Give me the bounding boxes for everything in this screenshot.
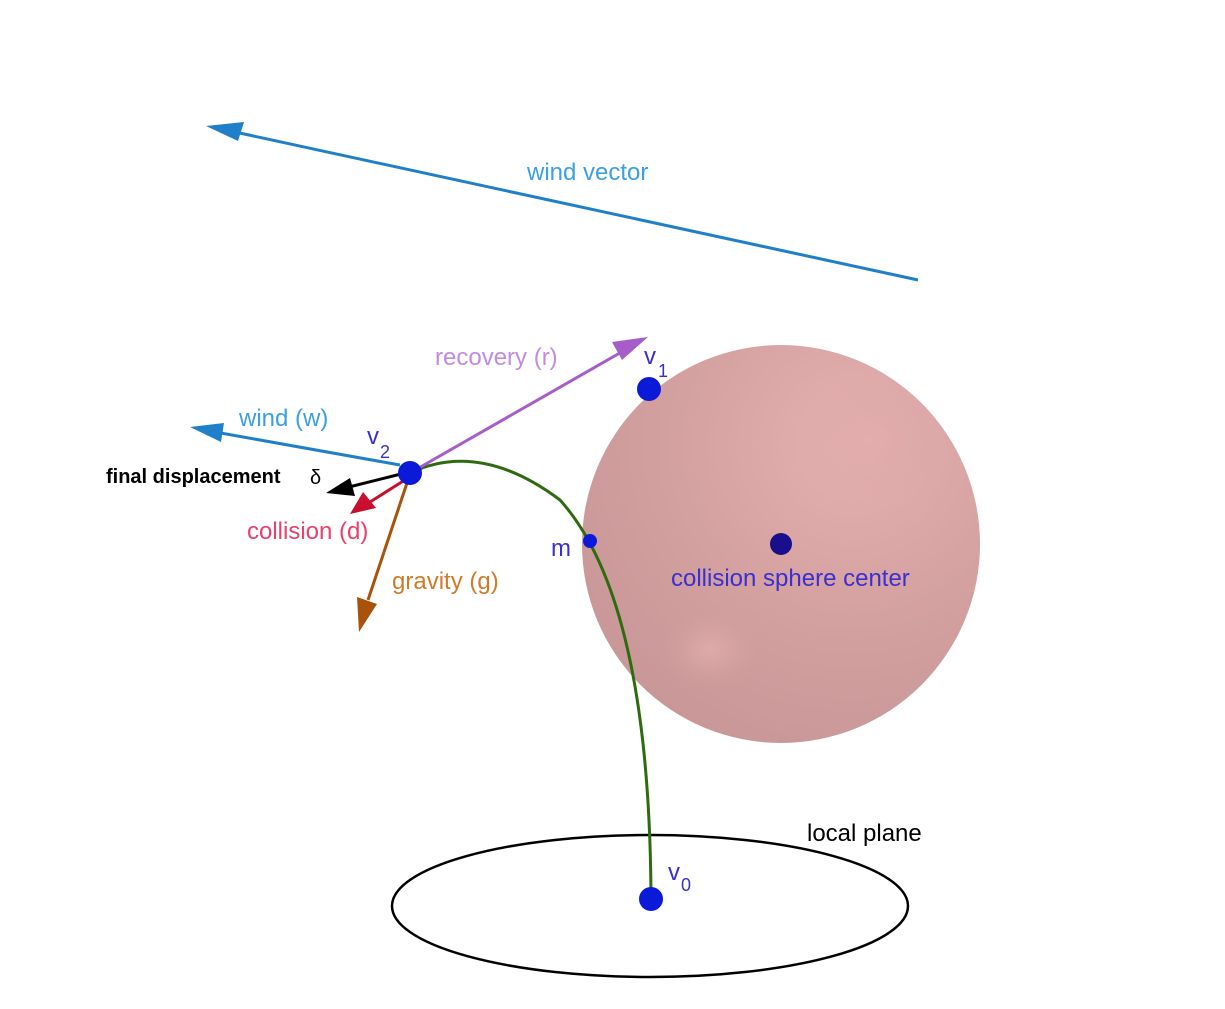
v2-point[interactable] <box>398 461 422 485</box>
delta-label: δ <box>310 467 321 489</box>
wind-label: wind (w) <box>238 405 328 432</box>
final-displacement-arrow <box>326 471 406 496</box>
final-displacement-label: final displacement <box>106 466 281 488</box>
sphere-center-label: collision sphere center <box>671 565 910 592</box>
v1-label: v <box>644 343 656 370</box>
wind-arrow <box>190 423 401 467</box>
gravity-arrow <box>357 479 410 632</box>
v2-subscript: 2 <box>380 442 390 462</box>
m-label: m <box>551 535 571 562</box>
collision-arrow <box>350 476 409 514</box>
recovery-arrow <box>409 337 648 475</box>
collision-label: collision (d) <box>247 518 368 545</box>
gravity-label: gravity (g) <box>392 568 499 595</box>
wind-vector-arrow <box>206 122 919 282</box>
recovery-label: recovery (r) <box>435 344 558 371</box>
v1-point[interactable] <box>637 377 661 401</box>
m-point[interactable] <box>583 534 597 548</box>
v1-subscript: 1 <box>658 361 668 381</box>
v0-label: v <box>668 859 680 886</box>
sphere-center-point[interactable] <box>770 533 792 555</box>
blade-curve <box>409 459 653 901</box>
v2-label: v <box>367 423 379 450</box>
wind-vector-label: wind vector <box>526 159 648 186</box>
v0-point[interactable] <box>639 887 663 911</box>
local-plane-label: local plane <box>807 820 922 847</box>
v0-subscript: 0 <box>681 875 691 895</box>
